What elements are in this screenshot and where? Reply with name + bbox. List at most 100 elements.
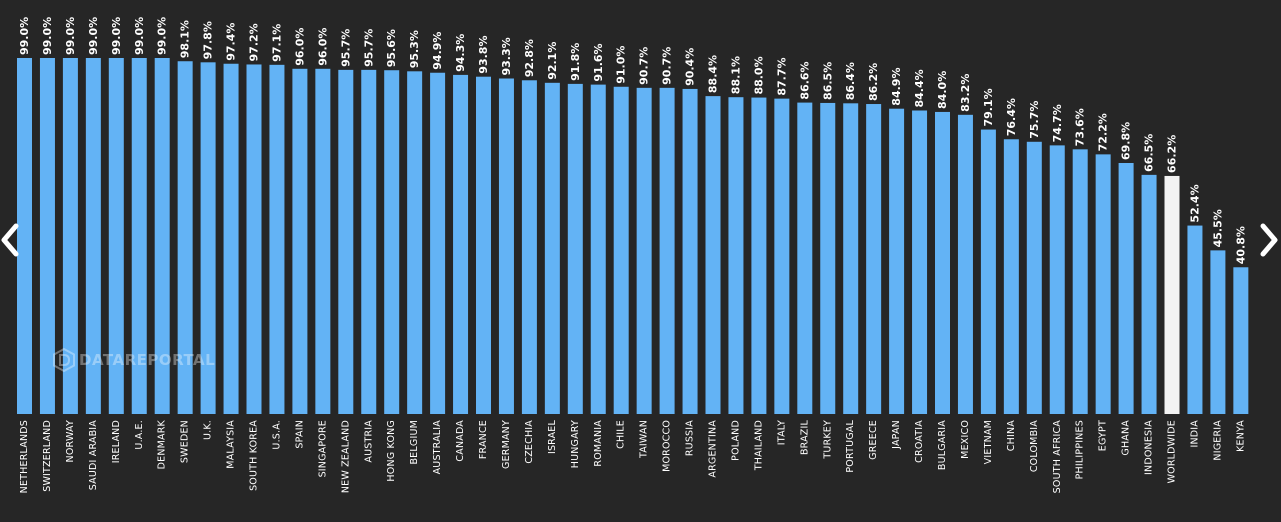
value-label: 94.9% bbox=[431, 32, 444, 70]
category-label: HONG KONG bbox=[386, 420, 397, 482]
category-label: KENYA bbox=[1235, 420, 1246, 452]
chevron-left-icon[interactable] bbox=[0, 222, 22, 258]
category-label: NETHERLANDS bbox=[19, 420, 30, 493]
value-label: 90.7% bbox=[661, 47, 674, 85]
bar-philippines bbox=[1072, 149, 1088, 414]
bar-israel bbox=[544, 82, 560, 414]
value-label: 79.1% bbox=[982, 88, 995, 126]
category-label: AUSTRALIA bbox=[432, 420, 443, 475]
value-label: 84.0% bbox=[936, 71, 949, 109]
value-label: 92.8% bbox=[523, 39, 536, 77]
value-label: 86.4% bbox=[844, 62, 857, 100]
value-label: 73.6% bbox=[1074, 108, 1087, 146]
bar-brazil bbox=[797, 102, 813, 414]
category-label: CHILE bbox=[616, 420, 627, 449]
value-label: 93.3% bbox=[500, 37, 513, 75]
value-label: 95.6% bbox=[385, 29, 398, 67]
value-label: 99.0% bbox=[156, 17, 169, 55]
bar-argentina bbox=[705, 96, 721, 415]
value-label: 99.0% bbox=[64, 17, 77, 55]
value-label: 76.4% bbox=[1005, 98, 1018, 136]
value-label: 93.8% bbox=[477, 36, 490, 74]
category-label: MALAYSIA bbox=[226, 420, 237, 469]
category-label: RUSSIA bbox=[685, 420, 696, 456]
value-label: 72.2% bbox=[1097, 113, 1110, 151]
bar-sweden bbox=[177, 61, 193, 415]
value-label: 75.7% bbox=[1028, 101, 1041, 139]
bar-france bbox=[476, 76, 491, 414]
value-label: 99.0% bbox=[87, 17, 100, 55]
category-label: POLAND bbox=[730, 420, 741, 461]
bar-netherlands bbox=[17, 58, 32, 414]
category-label: SPAIN bbox=[294, 420, 305, 449]
value-label: 88.0% bbox=[752, 56, 765, 94]
category-label: GERMANY bbox=[501, 420, 512, 469]
category-label: BRAZIL bbox=[799, 420, 810, 456]
bar-colombia bbox=[1026, 141, 1042, 415]
category-label: THAILAND bbox=[753, 420, 764, 471]
category-label: TAIWAN bbox=[639, 420, 650, 459]
bar-egypt bbox=[1095, 154, 1111, 414]
bar-china bbox=[1003, 139, 1019, 414]
value-label: 99.0% bbox=[110, 17, 123, 55]
value-label: 90.7% bbox=[638, 47, 651, 85]
bar-indonesia bbox=[1141, 174, 1157, 414]
bar-hungary bbox=[567, 83, 583, 414]
bar-italy bbox=[774, 98, 790, 414]
category-label: ARGENTINA bbox=[708, 420, 719, 478]
category-label: U.A.E. bbox=[134, 420, 145, 450]
category-label: INDONESIA bbox=[1144, 420, 1155, 475]
category-label: NORWAY bbox=[65, 420, 76, 462]
category-label: DENMARK bbox=[157, 419, 168, 469]
bar-spain bbox=[292, 68, 308, 414]
chevron-right-icon[interactable] bbox=[1257, 222, 1279, 258]
value-label: 97.2% bbox=[248, 23, 261, 61]
category-label: FRANCE bbox=[478, 420, 489, 459]
bar-morocco bbox=[659, 87, 675, 414]
bar-south-korea bbox=[246, 64, 262, 414]
value-label: 95.3% bbox=[408, 30, 421, 68]
category-label: BELGIUM bbox=[409, 420, 420, 465]
category-label: SOUTH AFRICA bbox=[1052, 420, 1063, 494]
bar-saudi-arabia bbox=[85, 58, 101, 414]
category-label: SINGAPORE bbox=[317, 420, 328, 477]
category-label: AUSTRIA bbox=[363, 420, 374, 463]
bar-india bbox=[1187, 225, 1203, 414]
category-label: CROATIA bbox=[914, 420, 925, 463]
value-label: 99.0% bbox=[41, 17, 54, 55]
bar-turkey bbox=[820, 102, 836, 414]
bar-chile bbox=[613, 86, 629, 415]
value-label: 91.6% bbox=[592, 43, 605, 81]
category-label: HUNGARY bbox=[570, 420, 581, 468]
value-label: 99.0% bbox=[18, 17, 31, 55]
category-label: NEW ZEALAND bbox=[340, 420, 351, 493]
value-label: 69.8% bbox=[1120, 122, 1133, 160]
category-label: INDIA bbox=[1189, 420, 1200, 448]
category-label: COLOMBIA bbox=[1029, 420, 1040, 472]
category-label: ROMANIA bbox=[593, 420, 604, 467]
value-label: 96.0% bbox=[316, 28, 329, 66]
value-label: 91.0% bbox=[615, 46, 628, 84]
value-label: 95.7% bbox=[362, 29, 375, 67]
value-label: 96.0% bbox=[293, 28, 306, 66]
category-label: SWITZERLAND bbox=[42, 420, 53, 492]
category-label: CHINA bbox=[1006, 420, 1017, 451]
bar-malaysia bbox=[223, 63, 239, 414]
category-label: ITALY bbox=[776, 420, 787, 445]
category-label: VIETNAM bbox=[983, 420, 994, 464]
value-label: 97.8% bbox=[202, 21, 215, 59]
bar-ireland bbox=[108, 58, 124, 414]
category-label: EGYPT bbox=[1098, 420, 1109, 451]
category-label: MEXICO bbox=[960, 420, 971, 459]
category-label: IRELAND bbox=[111, 420, 122, 463]
value-label: 91.8% bbox=[569, 43, 582, 81]
category-label: GHANA bbox=[1121, 420, 1132, 456]
value-label: 66.2% bbox=[1166, 135, 1179, 173]
bar-worldwide bbox=[1164, 175, 1180, 414]
bar-japan bbox=[889, 108, 905, 414]
value-label: 90.4% bbox=[684, 48, 697, 86]
bar-nigeria bbox=[1210, 250, 1226, 414]
category-label: CANADA bbox=[455, 420, 466, 462]
